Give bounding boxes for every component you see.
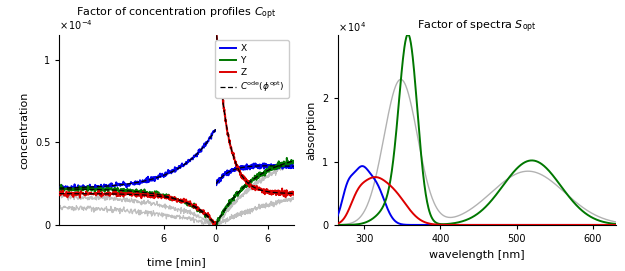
Text: $\times\,10^{4}$: $\times\,10^{4}$ [338, 20, 366, 34]
Legend: X, Y, Z, $C^{\mathrm{ode}}(\phi^{\mathrm{opt}})$: X, Y, Z, $C^{\mathrm{ode}}(\phi^{\mathrm… [215, 40, 289, 98]
Y-axis label: absorption: absorption [307, 100, 317, 160]
Text: time [min]: time [min] [147, 257, 206, 267]
Text: Factor of concentration profiles $C_{\mathrm{opt}}$: Factor of concentration profiles $C_{\ma… [76, 5, 277, 22]
X-axis label: wavelength [nm]: wavelength [nm] [429, 250, 524, 260]
Text: $\times\,10^{-4}$: $\times\,10^{-4}$ [59, 18, 93, 32]
Title: Factor of spectra $S_{\mathrm{opt}}$: Factor of spectra $S_{\mathrm{opt}}$ [417, 19, 536, 35]
Y-axis label: concentration: concentration [19, 91, 29, 169]
